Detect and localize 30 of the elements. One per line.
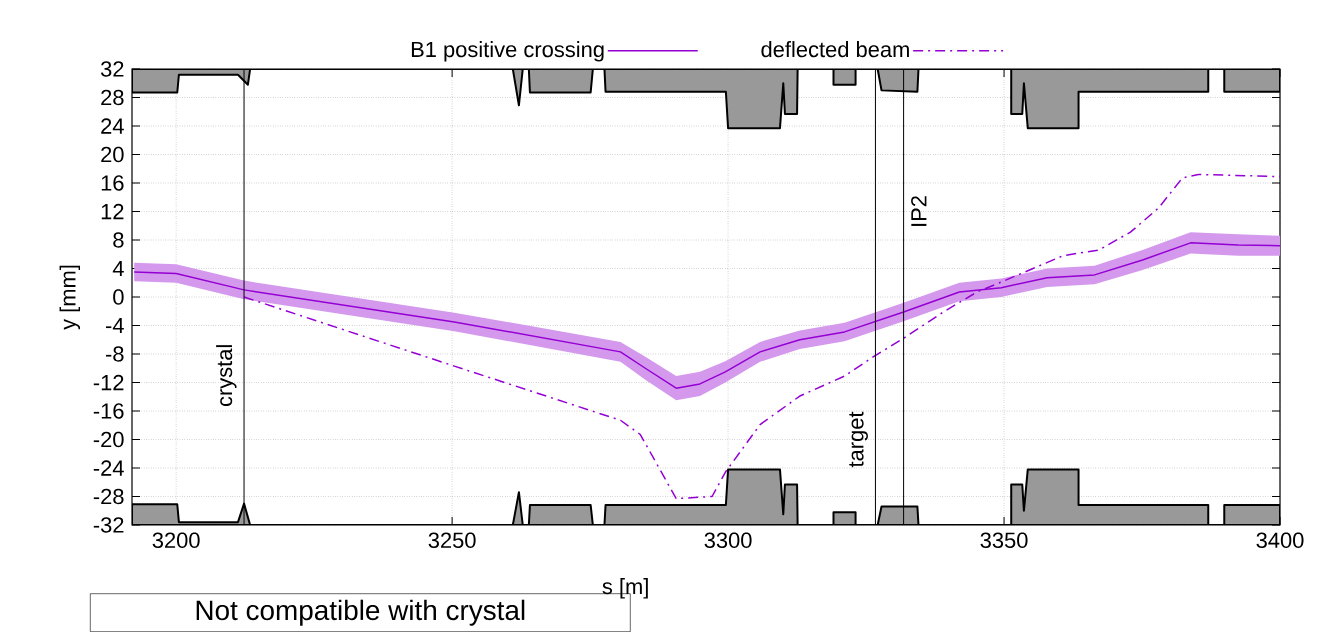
y-tick-label: 32	[100, 61, 124, 77]
legend-label: deflected beam	[761, 41, 909, 58]
y-axis-title: y [mm]	[59, 265, 81, 330]
text: Not compatible with crystal	[196, 599, 525, 626]
y-tick-label: 0	[113, 289, 124, 305]
y-tick-label: 16	[101, 175, 124, 191]
y-tick-label: -32	[93, 517, 124, 533]
y-tick-label: -12	[93, 374, 124, 391]
y-tick-label: -4	[105, 317, 124, 334]
y-tick-label: 20	[101, 146, 124, 163]
y-tick-label: 28	[101, 89, 124, 106]
ref-line-label: IP2	[911, 196, 927, 226]
y-tick-label: -16	[93, 403, 124, 419]
y-tick-label: -8	[105, 346, 124, 362]
ref-line-label: crystal	[216, 345, 237, 407]
x-tick-label: 3200	[152, 532, 200, 549]
y-tick-label: 12	[101, 203, 124, 220]
y-tick-label: -20	[93, 431, 124, 448]
legend-label: B1 positive crossing	[411, 41, 604, 62]
y-tick-label: 4	[112, 260, 124, 277]
x-tick-label: 3400	[1256, 532, 1304, 549]
x-tick-label: 3300	[704, 532, 752, 549]
x-tick-label: 3350	[980, 532, 1028, 549]
x-tick-label: 3250	[428, 532, 476, 549]
y-tick-label: -24	[93, 460, 124, 476]
y-tick-label: -28	[93, 488, 124, 505]
x-axis-title: s [m]	[602, 578, 648, 599]
ref-line-label: target	[849, 411, 868, 468]
y-tick-label: 8	[113, 232, 124, 248]
y-tick-label: 24	[101, 118, 124, 134]
